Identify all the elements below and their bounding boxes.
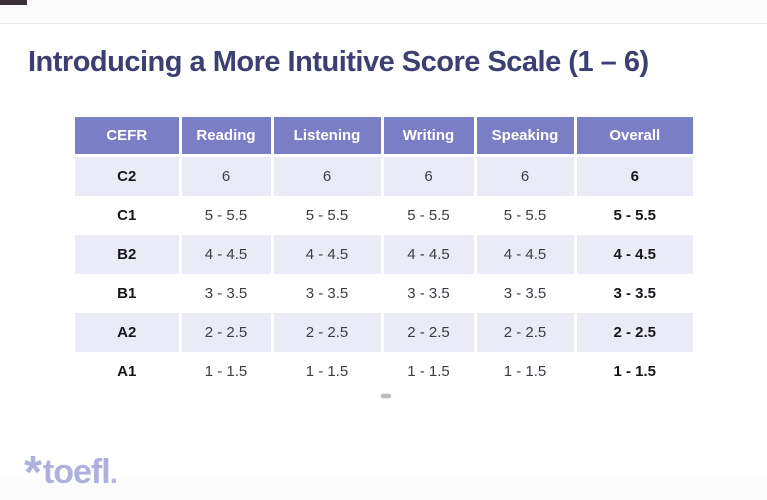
table-header-row: CEFR Reading Listening Writing Speaking … [75,117,693,157]
cell-overall: 4 - 4.5 [573,235,693,274]
table-row-a1: A1 1 - 1.5 1 - 1.5 1 - 1.5 1 - 1.5 1 - 1… [75,352,693,391]
corner-mark [0,0,27,5]
cell-reading: 2 - 2.5 [178,313,272,352]
cell-speaking: 3 - 3.5 [473,274,575,313]
cell-listening: 5 - 5.5 [270,196,382,235]
cell-speaking: 4 - 4.5 [473,235,575,274]
cell-listening: 1 - 1.5 [270,352,382,391]
cell-reading: 6 [178,155,272,196]
cell-overall: 6 [573,155,693,196]
cell-writing: 6 [380,155,475,196]
cell-overall: 1 - 1.5 [573,352,693,391]
col-header-overall: Overall [573,117,693,157]
table-row-a2: A2 2 - 2.5 2 - 2.5 2 - 2.5 2 - 2.5 2 - 2… [75,313,693,352]
table-row-b1: B1 3 - 3.5 3 - 3.5 3 - 3.5 3 - 3.5 3 - 3… [75,274,693,313]
bottom-band [0,479,767,500]
col-header-reading: Reading [178,117,272,157]
cell-listening: 2 - 2.5 [270,313,382,352]
cell-writing: 3 - 3.5 [380,274,475,313]
cell-overall: 3 - 3.5 [573,274,693,313]
table-row-c2: C2 6 6 6 6 6 [75,155,693,196]
cell-speaking: 5 - 5.5 [473,196,575,235]
cell-reading: 4 - 4.5 [178,235,272,274]
toefl-asterisk-icon: * [24,446,42,498]
cell-writing: 2 - 2.5 [380,313,475,352]
col-header-writing: Writing [380,117,475,157]
cell-overall: 5 - 5.5 [573,196,693,235]
cell-writing: 5 - 5.5 [380,196,475,235]
cell-writing: 1 - 1.5 [380,352,475,391]
cell-speaking: 6 [473,155,575,196]
toefl-logo-period: . [109,457,119,490]
table-row-c1: C1 5 - 5.5 5 - 5.5 5 - 5.5 5 - 5.5 5 - 5… [75,196,693,235]
cell-listening: 4 - 4.5 [270,235,382,274]
col-header-cefr: CEFR [75,117,180,157]
page-title: Introducing a More Intuitive Score Scale… [28,46,649,78]
cell-listening: 3 - 3.5 [270,274,382,313]
cell-reading: 3 - 3.5 [178,274,272,313]
col-header-listening: Listening [270,117,382,157]
toefl-logo-text: toefl [42,453,111,491]
score-scale-table: CEFR Reading Listening Writing Speaking … [75,117,693,391]
cell-reading: 5 - 5.5 [178,196,272,235]
toefl-logo: *toefl. [24,446,119,498]
cell-cefr: B1 [117,285,137,302]
cell-overall: 2 - 2.5 [573,313,693,352]
cell-speaking: 1 - 1.5 [473,352,575,391]
cell-cefr: B2 [75,235,180,274]
cell-speaking: 2 - 2.5 [473,313,575,352]
cursor-smudge-mark [381,394,391,398]
cell-cefr: C1 [117,207,137,224]
table-row-b2: B2 4 - 4.5 4 - 4.5 4 - 4.5 4 - 4.5 4 - 4… [75,235,693,274]
cell-writing: 4 - 4.5 [380,235,475,274]
top-band [0,0,767,24]
col-header-speaking: Speaking [473,117,575,157]
cell-reading: 1 - 1.5 [178,352,272,391]
cell-cefr: A1 [117,363,137,380]
cell-listening: 6 [270,155,382,196]
cell-cefr: C2 [75,155,180,196]
cell-cefr: A2 [75,313,180,352]
